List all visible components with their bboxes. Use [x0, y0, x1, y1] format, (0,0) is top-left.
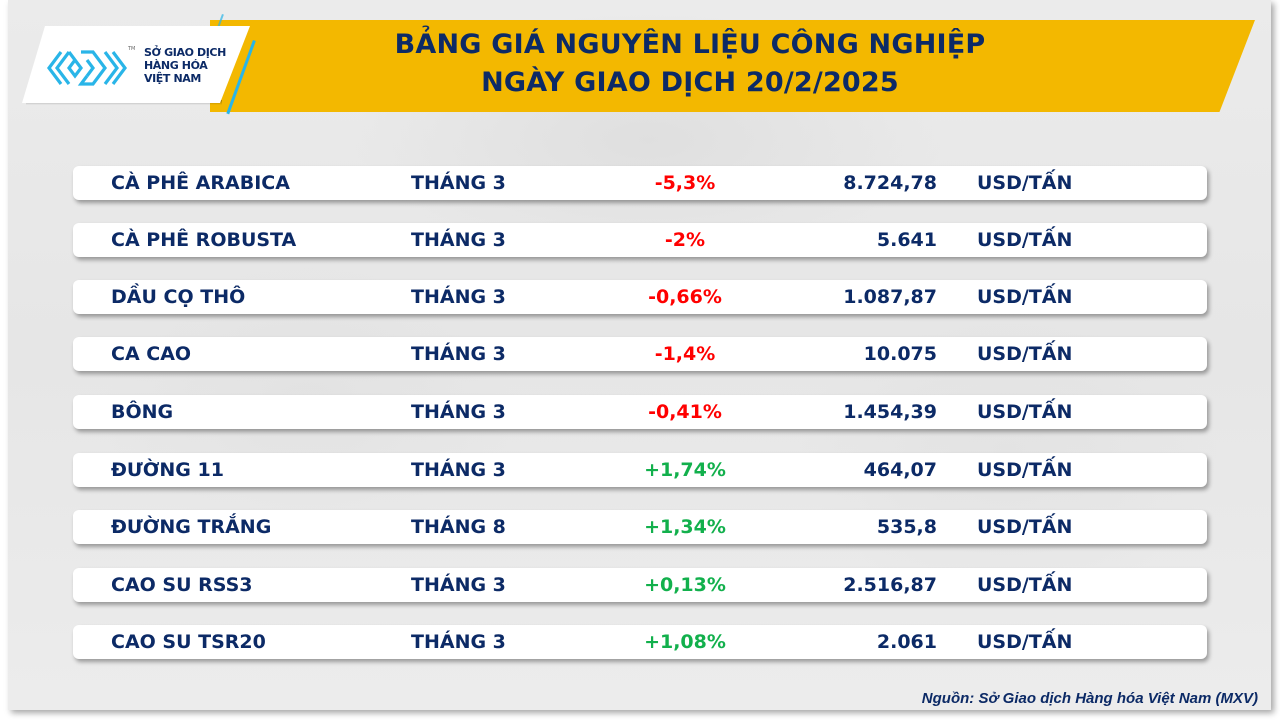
price-unit: USD/TẤN: [977, 229, 1073, 251]
price-change: -5,3%: [654, 172, 716, 194]
contract-month: THÁNG 3: [411, 343, 506, 365]
price-unit: USD/TẤN: [977, 172, 1073, 194]
table-row: CAO SU TSR20 THÁNG 3 +1,08% 2.061 USD/TẤ…: [73, 625, 1207, 659]
price-unit: USD/TẤN: [977, 401, 1073, 423]
table-row: DẦU CỌ THÔ THÁNG 3 -0,66% 1.087,87 USD/T…: [73, 280, 1207, 314]
price-unit: USD/TẤN: [977, 516, 1073, 538]
price-value: 2.061: [876, 631, 937, 653]
price-change: -2%: [664, 229, 706, 251]
commodity-name: BÔNG: [111, 401, 174, 423]
commodity-name: CA CAO: [111, 343, 192, 365]
contract-month: THÁNG 3: [411, 459, 506, 481]
title-line-1: BẢNG GIÁ NGUYÊN LIỆU CÔNG NGHIỆP: [394, 29, 986, 60]
contract-month: THÁNG 3: [411, 631, 506, 653]
contract-month: THÁNG 3: [411, 401, 506, 423]
table-row: CAO SU RSS3 THÁNG 3 +0,13% 2.516,87 USD/…: [73, 568, 1207, 602]
contract-month: THÁNG 3: [411, 172, 506, 194]
price-change: +0,13%: [644, 574, 726, 596]
commodity-name: CAO SU RSS3: [111, 574, 253, 596]
table-row: ĐƯỜNG 11 THÁNG 3 +1,74% 464,07 USD/TẤN: [73, 453, 1207, 487]
price-value: 5.641: [876, 229, 937, 251]
price-value: 464,07: [863, 459, 937, 481]
title-line-2: NGÀY GIAO DỊCH 20/2/2025: [481, 67, 899, 98]
logo-text: SỞ GIAO DỊCH HÀNG HÓA VIỆT NAM: [144, 46, 226, 85]
price-change: -1,4%: [654, 343, 716, 365]
commodity-name: CÀ PHÊ ROBUSTA: [111, 229, 297, 251]
table-row: CÀ PHÊ ROBUSTA THÁNG 3 -2% 5.641 USD/TẤN: [73, 223, 1207, 257]
source-note: Nguồn: Sở Giao dịch Hàng hóa Việt Nam (M…: [921, 690, 1258, 707]
price-value: 535,8: [876, 516, 937, 538]
price-change: +1,74%: [644, 459, 726, 481]
logo-line-2: HÀNG HÓA: [144, 59, 208, 72]
commodity-name: ĐƯỜNG 11: [111, 459, 224, 481]
table-row: CÀ PHÊ ARABICA THÁNG 3 -5,3% 8.724,78 US…: [73, 166, 1207, 200]
price-value: 10.075: [863, 343, 937, 365]
price-unit: USD/TẤN: [977, 343, 1073, 365]
logo-trademark: TM: [128, 46, 136, 52]
price-change: -0,41%: [648, 401, 722, 423]
contract-month: THÁNG 3: [411, 229, 506, 251]
table-row: BÔNG THÁNG 3 -0,41% 1.454,39 USD/TẤN: [73, 395, 1207, 429]
price-unit: USD/TẤN: [977, 459, 1073, 481]
commodity-name: DẦU CỌ THÔ: [111, 286, 246, 308]
table-row: CA CAO THÁNG 3 -1,4% 10.075 USD/TẤN: [73, 337, 1207, 371]
logo-line-3: VIỆT NAM: [144, 72, 201, 85]
page-title: BẢNG GIÁ NGUYÊN LIỆU CÔNG NGHIỆP NGÀY GI…: [250, 26, 1130, 102]
commodity-name: ĐƯỜNG TRẮNG: [111, 516, 272, 538]
price-change: -0,66%: [648, 286, 722, 308]
price-change: +1,08%: [644, 631, 726, 653]
price-unit: USD/TẤN: [977, 631, 1073, 653]
commodity-name: CAO SU TSR20: [111, 631, 266, 653]
contract-month: THÁNG 3: [411, 574, 506, 596]
title-banner: [210, 20, 1255, 112]
contract-month: THÁNG 3: [411, 286, 506, 308]
price-unit: USD/TẤN: [977, 574, 1073, 596]
price-value: 8.724,78: [843, 172, 937, 194]
logo-line-1: SỞ GIAO DỊCH: [144, 46, 226, 59]
price-unit: USD/TẤN: [977, 286, 1073, 308]
price-value: 1.454,39: [843, 401, 937, 423]
price-value: 1.087,87: [843, 286, 937, 308]
commodity-name: CÀ PHÊ ARABICA: [111, 172, 290, 194]
table-row: ĐƯỜNG TRẮNG THÁNG 8 +1,34% 535,8 USD/TẤN: [73, 510, 1207, 544]
mxv-logo-icon: [47, 50, 127, 86]
price-value: 2.516,87: [843, 574, 937, 596]
contract-month: THÁNG 8: [411, 516, 506, 538]
price-change: +1,34%: [644, 516, 726, 538]
